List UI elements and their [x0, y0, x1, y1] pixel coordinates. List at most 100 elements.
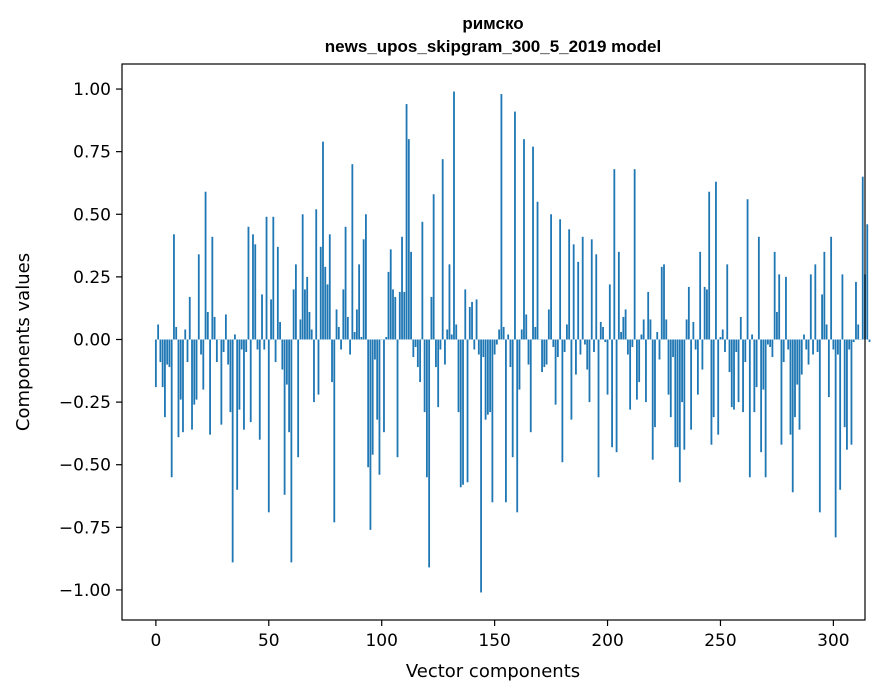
bar	[459, 339, 462, 488]
bar	[617, 251, 620, 340]
bar	[545, 339, 548, 365]
bar	[694, 339, 697, 350]
bar	[231, 339, 234, 563]
bar	[602, 326, 604, 340]
bar	[825, 324, 828, 340]
bar	[640, 334, 643, 340]
bar	[175, 326, 178, 340]
bar	[247, 226, 250, 340]
bar	[328, 234, 331, 340]
bar	[193, 339, 196, 405]
bar	[676, 339, 679, 448]
bar	[240, 339, 243, 350]
x-tick-label: 0	[150, 631, 161, 651]
bar	[362, 239, 365, 340]
bar	[220, 339, 223, 425]
bar	[586, 339, 589, 370]
bar	[581, 236, 584, 340]
bar	[525, 314, 528, 340]
bar	[416, 339, 419, 368]
bar	[204, 191, 207, 340]
bar	[597, 339, 600, 478]
bar	[410, 251, 412, 340]
bar	[450, 334, 453, 340]
bar	[211, 236, 214, 340]
bar	[733, 339, 735, 410]
bar	[331, 339, 333, 383]
bar	[276, 246, 279, 340]
bar	[342, 289, 345, 340]
bar	[832, 339, 835, 350]
bar	[855, 281, 857, 340]
bar	[335, 309, 338, 340]
bar	[687, 286, 690, 340]
bar	[613, 169, 616, 340]
bar	[403, 291, 406, 340]
bar	[764, 339, 767, 478]
bar	[412, 339, 415, 358]
bar	[317, 339, 320, 395]
bar	[340, 339, 342, 350]
bar	[534, 326, 537, 340]
bar	[572, 244, 575, 340]
bar	[254, 244, 257, 340]
bar	[425, 339, 428, 478]
bar	[563, 339, 566, 353]
bar	[561, 339, 564, 463]
bar	[310, 329, 313, 340]
bar	[719, 336, 722, 340]
bar	[606, 339, 609, 395]
bar	[642, 319, 645, 340]
bar	[552, 339, 555, 348]
y-tick-label: 0.25	[73, 268, 111, 288]
bar	[721, 329, 724, 340]
bar	[830, 236, 833, 340]
bar	[387, 271, 390, 340]
bar	[629, 339, 632, 410]
bar	[726, 264, 729, 340]
bar	[195, 339, 198, 400]
bar	[170, 339, 173, 478]
bar	[437, 339, 440, 408]
bar	[776, 311, 778, 340]
bar	[188, 296, 191, 340]
bar	[681, 339, 683, 403]
bar	[164, 339, 166, 418]
bar	[575, 339, 577, 375]
bar	[383, 339, 385, 433]
bar	[766, 339, 769, 345]
bar	[252, 234, 254, 340]
bar	[464, 289, 467, 340]
bar	[486, 339, 489, 415]
bar	[374, 339, 376, 360]
bar	[453, 91, 455, 340]
bar	[678, 339, 681, 483]
bar	[760, 339, 763, 453]
bar	[803, 334, 805, 340]
bar	[224, 314, 227, 340]
bar	[423, 339, 426, 413]
bar	[168, 339, 171, 368]
bar	[751, 334, 753, 340]
bar	[809, 274, 812, 340]
bar	[805, 339, 808, 350]
bar	[846, 339, 848, 450]
bar	[527, 339, 530, 365]
bar	[717, 339, 720, 435]
plot-frame	[121, 63, 866, 621]
bar	[344, 226, 347, 340]
bar	[505, 339, 507, 503]
bar	[419, 339, 422, 383]
y-tick-label: 0.75	[73, 143, 111, 163]
bar	[866, 224, 869, 340]
chart-title-line2: news_upos_skipgram_300_5_2019 model	[325, 37, 661, 56]
bar	[663, 264, 665, 340]
bar	[182, 339, 184, 433]
bar	[249, 339, 252, 423]
y-tick-label: −1.00	[59, 581, 111, 601]
bar	[191, 339, 193, 430]
bar	[685, 319, 688, 340]
bar	[285, 339, 288, 385]
bar	[543, 339, 546, 368]
bar	[448, 264, 451, 340]
